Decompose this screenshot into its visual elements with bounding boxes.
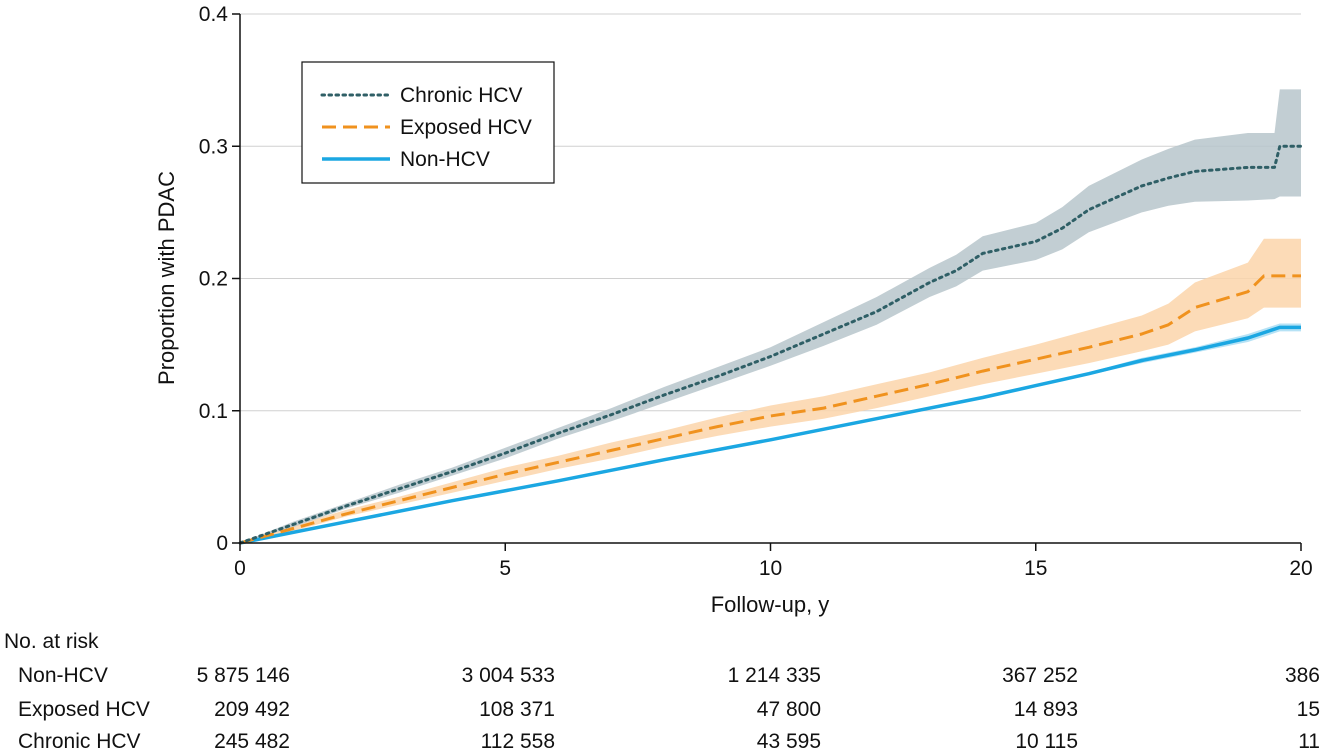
- legend-box: [301, 61, 555, 184]
- legend-label-exposed-hcv: Exposed HCV: [400, 116, 532, 139]
- y-tick-label: 0.4: [199, 3, 229, 26]
- at-risk-count: 47 800: [757, 698, 821, 721]
- series-line-exposed-hcv: [239, 274, 1301, 545]
- at-risk-row-label: Exposed HCV: [18, 698, 150, 721]
- at-risk-row-label: Non-HCV: [18, 664, 108, 687]
- y-tick-label: 0.1: [199, 400, 228, 423]
- x-tick-label: 20: [1289, 557, 1312, 580]
- at-risk-count: 112 558: [481, 730, 555, 752]
- x-tick-label: 15: [1024, 557, 1047, 580]
- at-risk-count: 5 875 146: [197, 664, 290, 687]
- legend-label-non-hcv: Non-HCV: [400, 148, 490, 171]
- series-line-non-hcv: [239, 325, 1301, 545]
- axis-ticks: 0 0.1 0.2 0.3 0.4 0 5 10 15 20: [199, 3, 1313, 580]
- x-tick-label: 5: [499, 557, 511, 580]
- y-tick-label: 0.2: [199, 268, 228, 291]
- ci-band-exposed-hcv: [240, 238, 1301, 544]
- y-axis-title: Proportion with PDAC: [154, 171, 179, 385]
- x-tick-label: 10: [759, 557, 782, 580]
- x-tick-label: 0: [234, 557, 246, 580]
- at-risk-table: No. at risk Non-HCV 5 875 146 3 004 533 1 2…: [4, 630, 1320, 752]
- series-line-chronic-hcv: [238, 144, 1303, 545]
- y-tick-label: 0: [216, 532, 228, 555]
- at-risk-count: 3 004 533: [462, 664, 555, 687]
- at-risk-count: 108 371: [479, 698, 555, 721]
- y-tick-label: 0.3: [199, 135, 228, 158]
- legend-label-chronic-hcv: Chronic HCV: [400, 84, 523, 107]
- at-risk-count: 10 115: [1015, 730, 1078, 752]
- series-lines: [238, 144, 1303, 545]
- at-risk-count: 43 595: [757, 730, 821, 752]
- at-risk-count: 386: [1285, 664, 1320, 687]
- at-risk-row-label: Chronic HCV: [18, 730, 141, 752]
- legend: Chronic HCV Exposed HCV Non-HCV: [301, 61, 555, 184]
- x-axis-title: Follow-up, y: [711, 592, 830, 617]
- at-risk-count: 245 482: [214, 730, 290, 752]
- at-risk-count: 209 492: [214, 698, 290, 721]
- at-risk-count: 1 214 335: [728, 664, 821, 687]
- at-risk-count: 14 893: [1014, 698, 1078, 721]
- at-risk-count: 11: [1298, 730, 1320, 752]
- at-risk-count: 367 252: [1002, 664, 1078, 687]
- at-risk-count: 15: [1297, 698, 1320, 721]
- at-risk-title: No. at risk: [4, 630, 99, 653]
